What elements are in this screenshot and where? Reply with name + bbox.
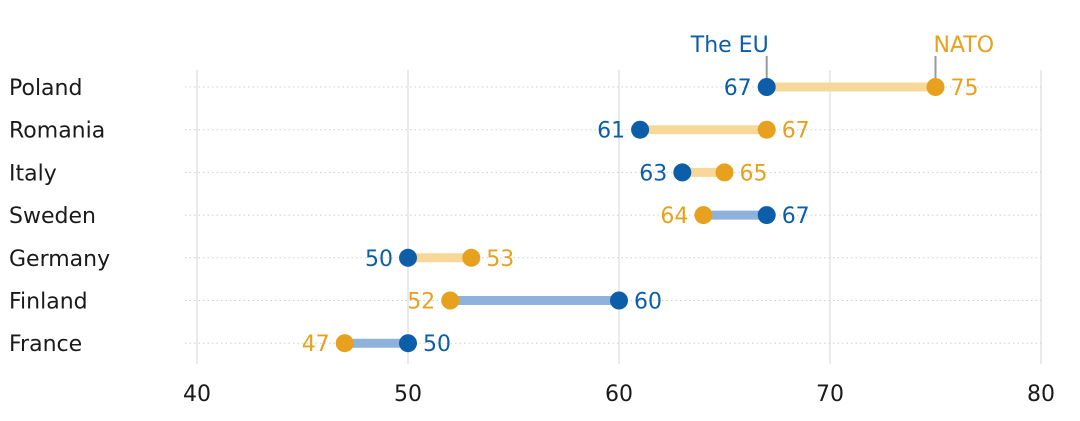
eu-dot — [673, 163, 692, 182]
eu-dot — [399, 248, 417, 267]
eu-dot — [610, 291, 628, 310]
nato-value-label: 75 — [951, 76, 979, 101]
nato-value-label: 67 — [782, 119, 810, 144]
nato-value-label: 53 — [486, 247, 514, 272]
x-tick-label: 70 — [816, 382, 844, 407]
grid-layer — [185, 70, 1042, 364]
eu-value-label: 67 — [782, 204, 810, 229]
rows-layer: Poland 67 75 Romania 61 67 Italy 63 65 Sweden 67 64… — [9, 76, 979, 357]
x-tick-label: 80 — [1027, 382, 1055, 407]
eu-value-label: 60 — [634, 290, 662, 315]
nato-dot — [694, 206, 713, 225]
category-label: France — [9, 332, 82, 357]
category-label: Italy — [9, 161, 57, 186]
eu-value-label: 63 — [639, 161, 667, 186]
nato-dot — [462, 248, 481, 267]
category-label: Finland — [9, 290, 88, 315]
nato-value-label: 47 — [302, 332, 330, 357]
legend-label-nato: NATO — [934, 33, 995, 58]
nato-dot — [335, 334, 354, 353]
eu-value-label: 67 — [724, 76, 752, 101]
eu-dot — [631, 120, 650, 139]
eu-value-label: 50 — [365, 247, 393, 272]
x-axis: 40 50 60 70 80 — [183, 382, 1055, 407]
eu-dot — [399, 334, 417, 353]
category-label: Poland — [9, 76, 82, 101]
category-label: Germany — [9, 247, 110, 272]
nato-dot — [715, 163, 734, 182]
eu-dot — [757, 206, 776, 225]
x-tick-label: 50 — [394, 382, 422, 407]
eu-value-label: 61 — [597, 119, 625, 144]
nato-value-label: 52 — [407, 290, 435, 315]
legend-label-eu: The EU — [690, 33, 769, 58]
category-label: Romania — [9, 119, 105, 144]
nato-dot — [441, 291, 460, 310]
x-tick-label: 60 — [605, 382, 633, 407]
x-tick-label: 40 — [183, 382, 211, 407]
nato-dot — [926, 78, 945, 96]
nato-dot — [757, 120, 776, 139]
legend: The EU NATO — [690, 33, 994, 78]
eu-value-label: 50 — [423, 332, 451, 357]
nato-value-label: 65 — [740, 161, 768, 186]
category-label: Sweden — [9, 204, 96, 229]
nato-value-label: 64 — [660, 204, 688, 229]
eu-dot — [757, 78, 776, 96]
